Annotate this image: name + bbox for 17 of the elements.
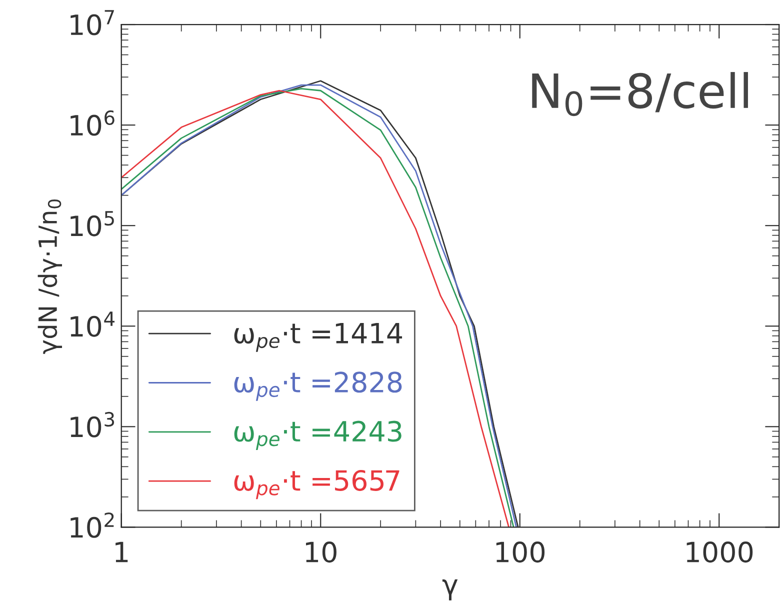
- y-tick-label: 10$^{5}$: [70, 211, 114, 236]
- legend-label: ω$_{pe}$·t =4243: [234, 420, 402, 450]
- y-tick-label: 10$^{4}$: [70, 312, 115, 337]
- x-tick-label: 1: [116, 542, 128, 562]
- x-tick-label: 10: [306, 542, 336, 563]
- y-tick-label: 10$^{3}$: [70, 412, 114, 438]
- x-tick-label: 1000: [686, 542, 753, 563]
- annotation: N$_{0}$=8/cell: [532, 72, 748, 116]
- legend-label: ω$_{pe}$·t =2828: [234, 372, 402, 401]
- x-tick-label: 100: [496, 542, 545, 563]
- y-tick-label: 10$^{2}$: [70, 512, 114, 538]
- x-axis-title: γ: [442, 579, 458, 600]
- y-tick-label: 10$^{6}$: [70, 110, 114, 136]
- legend-label: ω$_{pe}$·t =5657: [234, 470, 400, 500]
- y-tick-label: 10$^{7}$: [70, 10, 114, 36]
- legend-label: ω$_{pe}$·t =1414: [234, 323, 402, 352]
- y-axis-title: γdN /dγ·1/n$_{0}$: [38, 199, 62, 354]
